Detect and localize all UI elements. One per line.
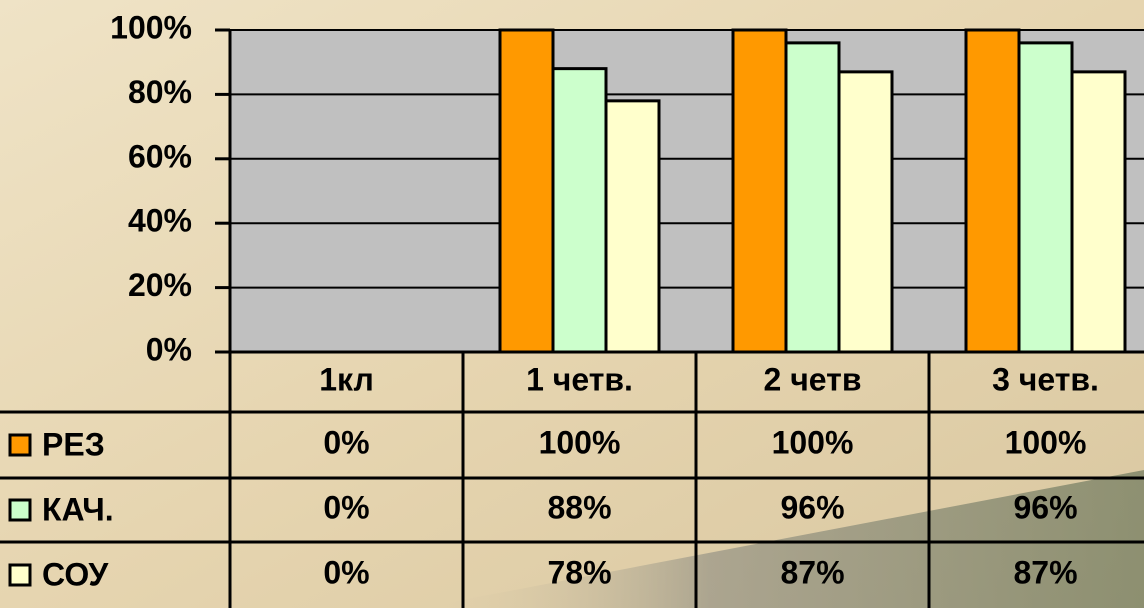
table-value: 87%	[780, 554, 844, 590]
y-tick-label: 0%	[146, 331, 192, 367]
legend-label: КАЧ.	[42, 491, 114, 527]
table-value: 0%	[323, 489, 369, 525]
pen-decoration	[420, 470, 1144, 608]
y-tick-label: 40%	[128, 203, 192, 239]
bar	[551, 67, 608, 354]
bar	[964, 28, 1021, 354]
x-tick-label: 2 четв	[764, 361, 862, 397]
table-value: 100%	[1005, 424, 1087, 460]
legend-swatch	[8, 498, 32, 522]
table-value: 78%	[547, 554, 611, 590]
x-tick-label: 3 четв.	[992, 361, 1099, 397]
table-value: 100%	[772, 424, 854, 460]
table-value: 87%	[1013, 554, 1077, 590]
table-value: 100%	[539, 424, 621, 460]
bar	[1017, 41, 1074, 354]
bar	[731, 28, 788, 354]
legend-swatch	[8, 563, 32, 587]
x-tick-label: 1кл	[319, 361, 374, 397]
bar	[784, 41, 841, 354]
bar	[837, 70, 894, 354]
table-value: 0%	[323, 554, 369, 590]
legend-label: СОУ	[42, 556, 109, 592]
bar	[604, 99, 661, 354]
x-tick-label: 1 четв.	[526, 361, 633, 397]
y-tick-label: 80%	[128, 74, 192, 110]
y-tick-label: 60%	[128, 138, 192, 174]
legend-label: РЕЗ	[42, 426, 105, 462]
y-tick-label: 100%	[110, 9, 192, 45]
table-value: 96%	[780, 489, 844, 525]
bar	[1070, 70, 1127, 354]
legend-swatch	[8, 433, 32, 457]
table-value: 96%	[1013, 489, 1077, 525]
table-value: 0%	[323, 424, 369, 460]
bar	[498, 28, 555, 354]
table-value: 88%	[547, 489, 611, 525]
y-tick-label: 20%	[128, 267, 192, 303]
